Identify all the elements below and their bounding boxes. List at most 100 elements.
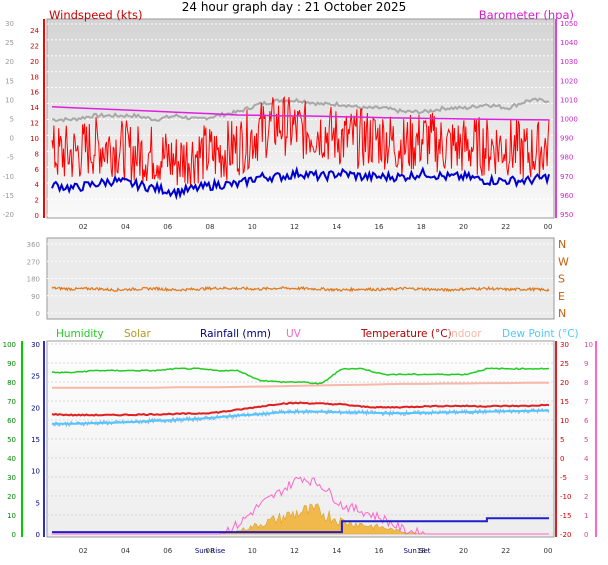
temp-tick-label: -20 (560, 531, 571, 539)
dir-tick-label: 180 (27, 276, 40, 284)
x-tick-label: 16 (375, 223, 384, 231)
legend-item: Indoor (448, 328, 482, 340)
uv-tick-label: 6 (584, 417, 589, 425)
humidity-tick-label: 0 (12, 531, 16, 539)
rain-tick-label: 30 (31, 341, 40, 349)
humidity-tick-label: 60 (7, 417, 16, 425)
x-tick-label: 08 (206, 223, 215, 231)
series-line-wind-speed (51, 165, 550, 201)
x-tick-label: 02 (79, 547, 88, 555)
outer-left-tick-label: -15 (3, 192, 14, 200)
series-line-barometer (51, 106, 550, 121)
x-tick-label: 10 (248, 223, 257, 231)
x-tick-label: 08 (206, 547, 215, 555)
outer-left-tick-label: -10 (3, 173, 14, 181)
humidity-tick-label: 80 (7, 379, 16, 387)
wind-tick-label: 10 (30, 135, 39, 143)
humidity-tick-label: 100 (3, 341, 16, 349)
baro-tick-label: 1030 (560, 58, 578, 66)
x-tick-label: 18 (417, 547, 426, 555)
uv-tick-label: 0 (584, 531, 588, 539)
uv-tick-label: 8 (584, 379, 588, 387)
rain-tick-label: 25 (31, 373, 40, 381)
humidity-tick-label: 90 (7, 360, 16, 368)
windspeed-label: Windspeed (kts) (49, 8, 142, 22)
x-tick-label: 14 (332, 547, 341, 555)
temp-tick-label: 5 (560, 436, 564, 444)
outer-left-tick-label: 20 (5, 58, 14, 66)
x-tick-label: 20 (459, 223, 468, 231)
wind-tick-label: 14 (30, 104, 39, 112)
baro-tick-label: 960 (560, 192, 573, 200)
series-line-indoor (52, 381, 549, 389)
rain-tick-label: 20 (31, 404, 40, 412)
series-line-rainfall (52, 517, 549, 534)
compass-tick-label: N (558, 238, 566, 251)
legend-item: UV (286, 328, 302, 340)
baro-tick-label: 1040 (560, 39, 578, 47)
uv-tick-label: 10 (584, 341, 593, 349)
outer-left-tick-label: 25 (5, 39, 14, 47)
series-line-wind-direction (51, 285, 550, 293)
baro-tick-label: 1020 (560, 77, 578, 85)
outer-left-tick-label: 5 (10, 116, 14, 124)
page-title: 24 hour graph day : 21 October 2025 (182, 0, 407, 14)
x-tick-label: 04 (121, 223, 130, 231)
x-tick-label: 14 (332, 223, 341, 231)
humidity-tick-label: 40 (7, 455, 16, 463)
uv-tick-label: 5 (584, 436, 588, 444)
x-tick-label: 16 (375, 547, 384, 555)
x-tick-label: 06 (163, 223, 172, 231)
legend-item: Dew Point (°C) (502, 328, 579, 340)
humidity-tick-label: 10 (7, 512, 16, 520)
uv-tick-label: 3 (584, 474, 588, 482)
temp-tick-label: -15 (560, 512, 571, 520)
baro-tick-label: 1010 (560, 96, 578, 104)
wind-tick-label: 12 (30, 120, 39, 128)
wind-tick-label: 0 (35, 212, 39, 220)
baro-tick-label: 980 (560, 154, 573, 162)
baro-tick-label: 1050 (560, 20, 578, 28)
x-tick-label: Sun Set (403, 547, 430, 555)
outer-left-tick-label: 30 (5, 20, 14, 28)
legend-item: Humidity (56, 328, 104, 340)
dir-tick-label: 0 (36, 310, 40, 318)
baro-tick-label: 970 (560, 173, 573, 181)
rain-tick-label: 0 (36, 531, 40, 539)
x-tick-label: 22 (501, 547, 510, 555)
wind-tick-label: 22 (30, 42, 39, 50)
x-tick-label: 10 (248, 547, 257, 555)
wind-tick-label: 8 (35, 150, 39, 158)
temp-tick-label: 25 (560, 360, 569, 368)
rain-tick-label: 10 (31, 468, 40, 476)
compass-tick-label: N (558, 307, 566, 320)
outer-left-tick-label: 10 (5, 96, 14, 104)
temp-tick-label: 0 (560, 455, 564, 463)
baro-tick-label: 990 (560, 135, 573, 143)
wind-tick-label: 2 (35, 197, 39, 205)
humidity-tick-label: 30 (7, 474, 16, 482)
wind-tick-label: 18 (30, 73, 39, 81)
uv-tick-label: 9 (584, 360, 588, 368)
x-tick-label: 00 (544, 547, 553, 555)
series-line-temperature (51, 401, 550, 417)
uv-tick-label: 1 (584, 512, 588, 520)
rain-tick-label: 5 (36, 499, 40, 507)
dir-tick-label: 360 (27, 241, 40, 249)
x-tick-label: 22 (501, 223, 510, 231)
humidity-tick-label: 20 (7, 493, 16, 501)
series-line-dewpoint (52, 409, 549, 425)
x-tick-label: 20 (459, 547, 468, 555)
x-tick-label: 12 (290, 223, 299, 231)
rain-tick-label: 15 (31, 436, 40, 444)
barometer-label: Barometer (hpa) (479, 8, 574, 22)
wind-tick-label: 24 (30, 27, 39, 35)
humidity-tick-label: 70 (7, 398, 16, 406)
temp-tick-label: -10 (560, 493, 571, 501)
x-tick-label: 00 (544, 223, 553, 231)
compass-tick-label: W (558, 255, 569, 268)
outer-left-tick-label: -20 (3, 211, 14, 219)
uv-tick-label: 2 (584, 493, 588, 501)
